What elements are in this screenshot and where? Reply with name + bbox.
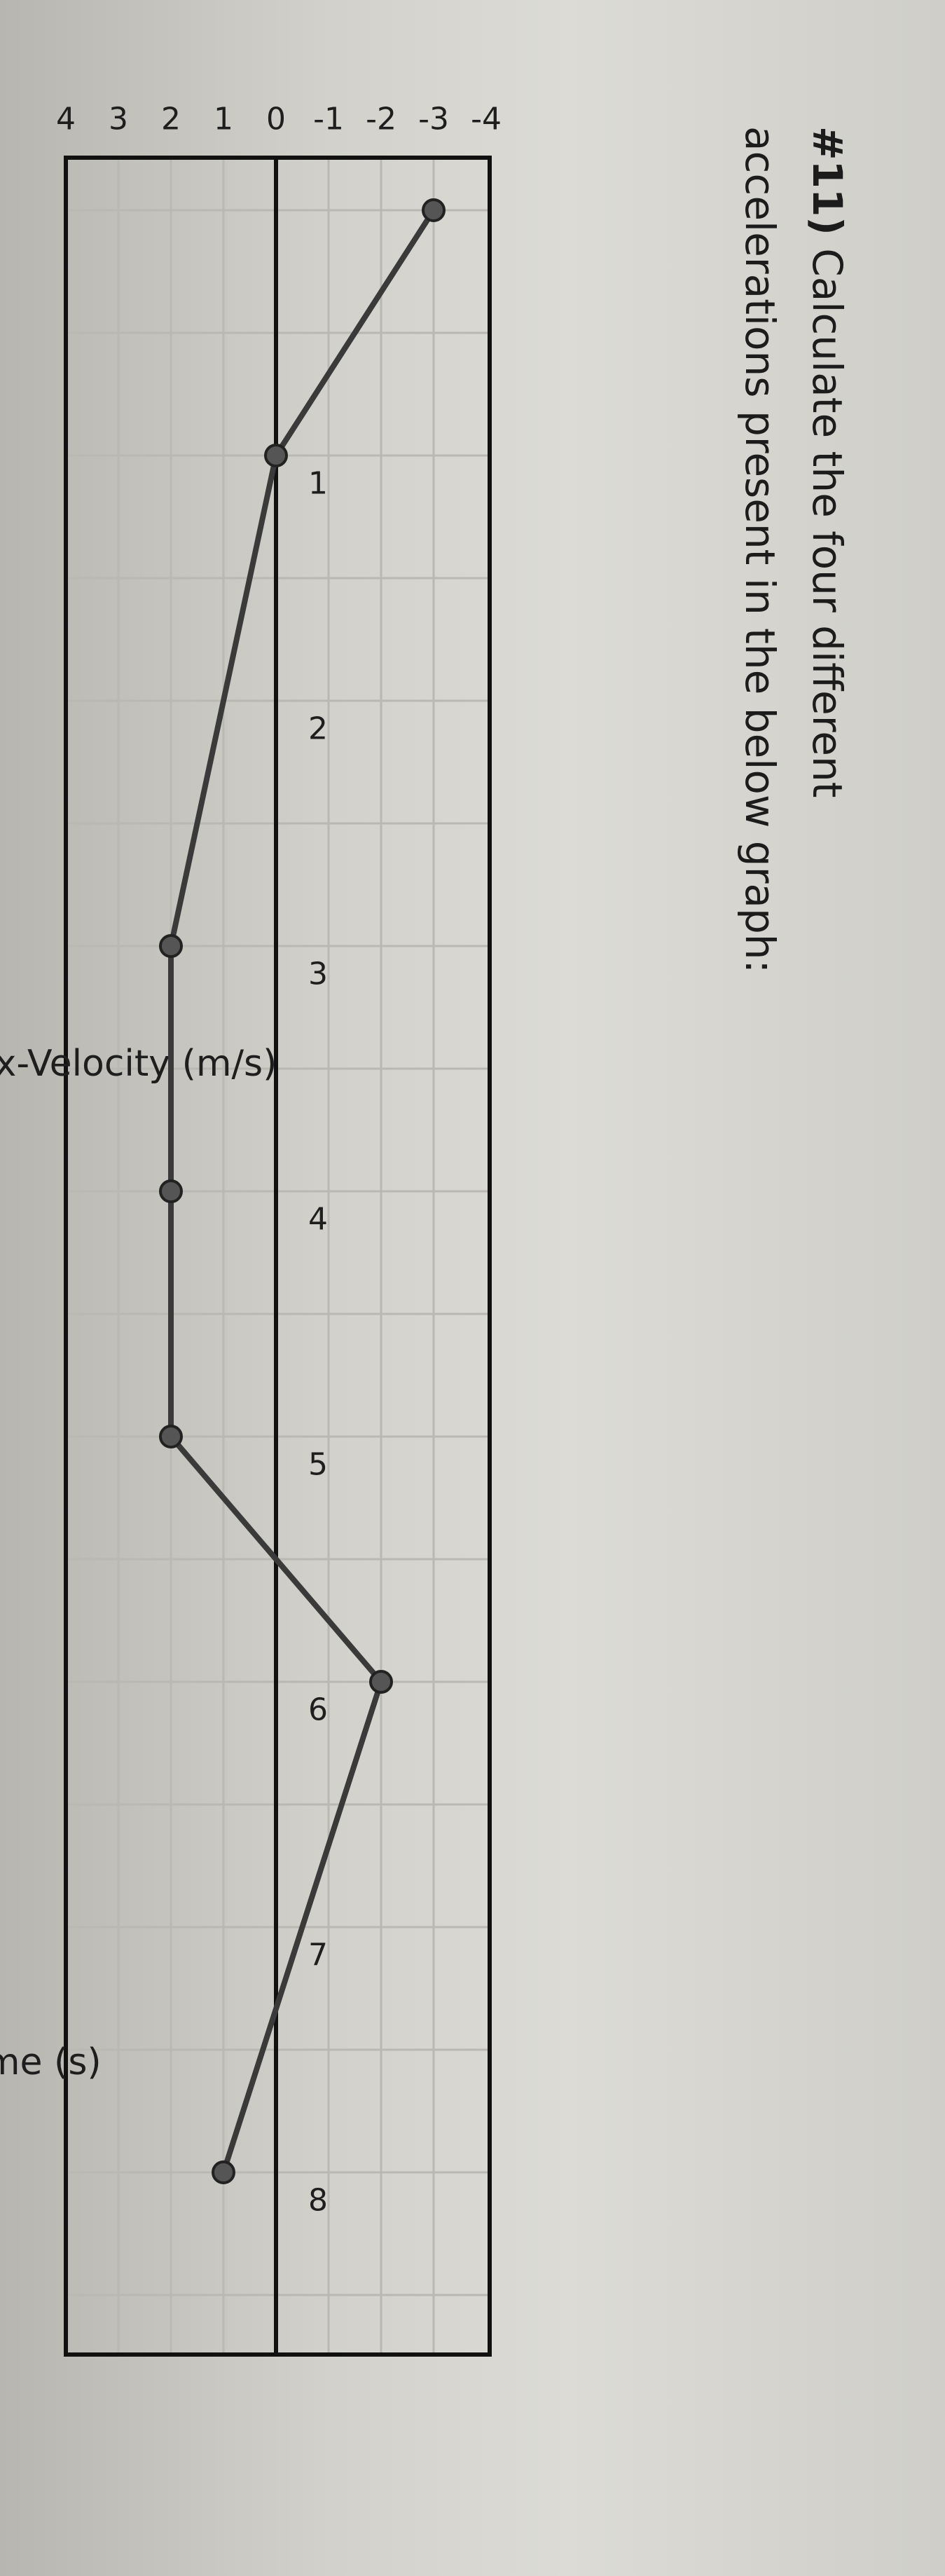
x-tick-label: 7 <box>308 1938 328 1973</box>
x-axis-label: Time (s) <box>0 2041 102 2083</box>
y-tick-labels: 4 3 2 1 0 -1 -2 -3 -4 <box>56 102 502 137</box>
x-tick-label: 5 <box>308 1447 328 1483</box>
data-point <box>369 1670 393 1694</box>
data-point <box>422 198 446 222</box>
y-tick-label: 0 <box>266 102 286 137</box>
y-tick-label: -3 <box>418 102 449 137</box>
x-tick-label: 1 <box>308 466 328 502</box>
y-tick-label: 4 <box>56 102 76 137</box>
data-point <box>159 1425 183 1448</box>
x-tick-label: 6 <box>308 1692 328 1728</box>
x-tick-label: 2 <box>308 711 328 747</box>
data-point <box>159 934 183 958</box>
y-tick-label: -2 <box>366 102 396 137</box>
data-point <box>264 444 288 467</box>
x-tick-label: 3 <box>308 957 328 992</box>
x-tick-labels: 1 2 3 4 5 6 7 8 <box>308 466 328 2219</box>
y-tick-label: 2 <box>161 102 181 137</box>
x-tick-label: 8 <box>308 2183 328 2219</box>
y-tick-label: 1 <box>214 102 233 137</box>
y-axis-label: x-Velocity (m/s) <box>0 1043 277 1085</box>
y-tick-label: -4 <box>471 102 502 137</box>
data-point <box>212 2160 235 2184</box>
y-tick-label: 3 <box>109 102 128 137</box>
y-tick-label: -1 <box>313 102 344 137</box>
data-point <box>159 1179 183 1203</box>
series-line-group <box>159 198 446 2184</box>
x-tick-label: 4 <box>308 1202 328 1238</box>
